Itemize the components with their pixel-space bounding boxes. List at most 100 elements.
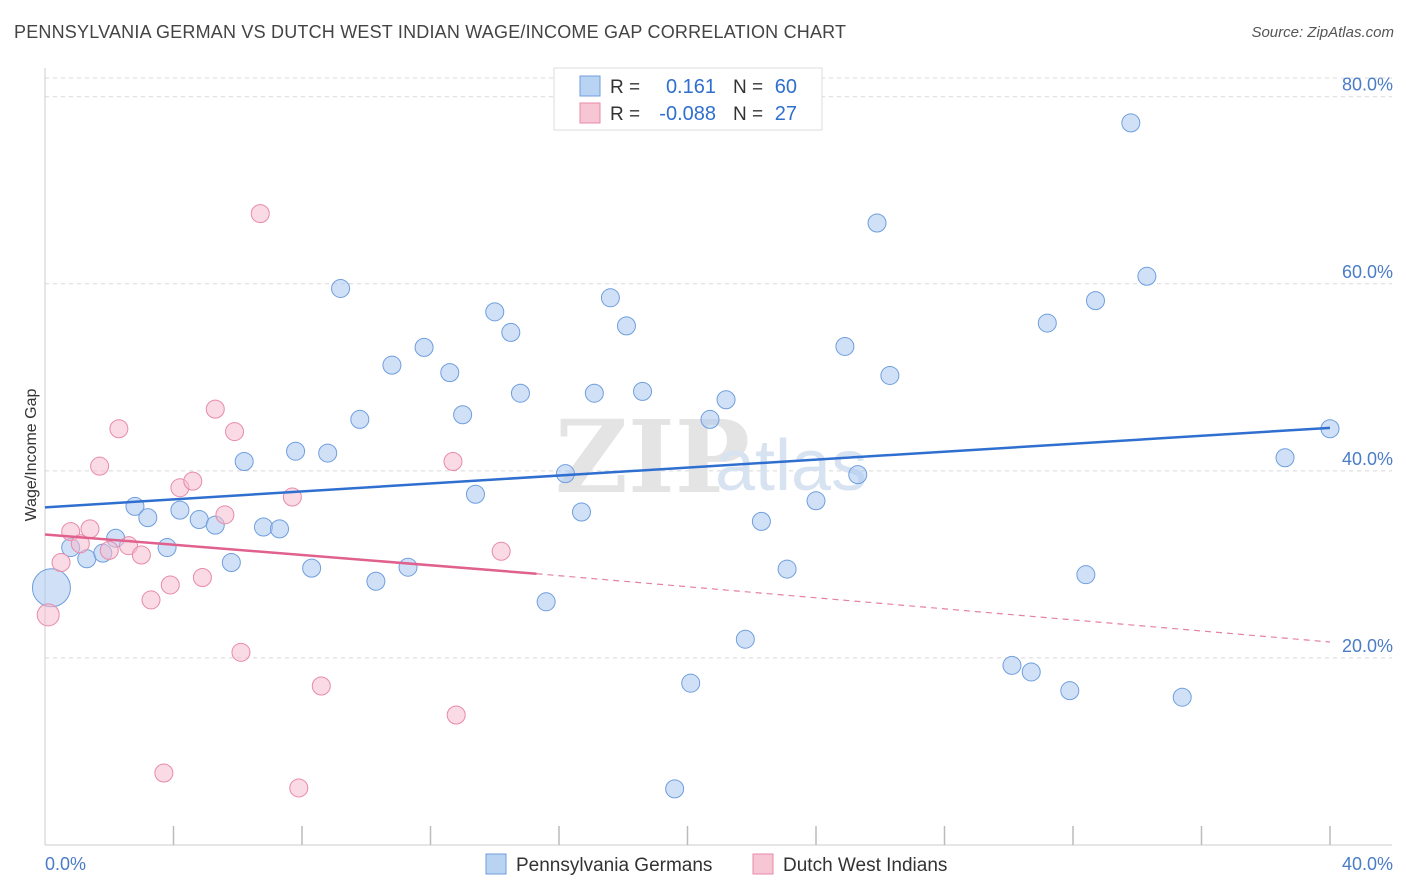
pennsylvania-german-point [880, 365, 900, 385]
pennsylvania-german-point [1172, 687, 1192, 707]
pennsylvania-german-point [510, 383, 530, 403]
pennsylvania-german-point [1137, 266, 1157, 286]
data-points [31, 113, 1340, 799]
pennsylvania-german-point [848, 465, 868, 485]
pennsylvania-german-point [633, 381, 653, 401]
pennsylvania-german-point [253, 517, 273, 537]
pennsylvania-german-point [751, 511, 771, 531]
legend-bottom-swatch-blue [485, 853, 507, 875]
dutch-west-indian-point [250, 204, 270, 224]
legend-bottom-label-2: Dutch West Indians [783, 855, 947, 876]
legend-bottom-label-1: Pennsylvania Germans [516, 855, 712, 876]
dutch-west-indian-point [443, 452, 463, 471]
pennsylvania-german-point [536, 592, 556, 612]
pennsylvania-german-point [1037, 313, 1057, 333]
y-tick-labels: 20.0% 40.0% 60.0% 80.0% [1342, 75, 1393, 656]
pennsylvania-german-point [465, 484, 485, 504]
pennsylvania-german-point [414, 337, 434, 357]
dutch-west-indian-point [51, 553, 71, 573]
pennsylvania-german-point [440, 363, 460, 383]
pennsylvania-german-point [1021, 662, 1041, 682]
x-tick-label-min: 0.0% [45, 854, 86, 874]
y-tick-label: 40.0% [1342, 449, 1393, 469]
pennsylvania-german-point [835, 336, 855, 356]
legend-n-label-1: N = [733, 77, 763, 98]
dutch-west-indian-point [311, 676, 331, 696]
pennsylvania-german-point [170, 500, 190, 520]
pennsylvania-german-point [584, 383, 604, 403]
dutch-west-indian-point [183, 471, 203, 491]
y-tick-label: 80.0% [1342, 75, 1393, 95]
y-tick-label: 20.0% [1342, 636, 1393, 656]
pennsylvania-german-point [398, 557, 418, 577]
legend-swatch-pink [579, 102, 601, 124]
dutch-west-indian-point [231, 642, 251, 662]
trend-line-dutch-west-indians [44, 533, 537, 575]
grid-lines [45, 77, 1392, 659]
legend-bottom-swatch-pink [752, 853, 774, 875]
dutch-west-indian-point [154, 763, 174, 783]
pennsylvania-german-point [571, 502, 591, 522]
pennsylvania-german-point [138, 508, 158, 528]
pennsylvania-german-point [1121, 113, 1141, 133]
legend-r-label-1: R = [610, 77, 640, 98]
trend-lines [44, 426, 1331, 643]
pennsylvania-german-point [350, 409, 370, 429]
dutch-west-indian-point [446, 705, 466, 725]
legend-n-value-1: 60 [775, 76, 797, 98]
legend-bottom: Pennsylvania Germans Dutch West Indians [485, 853, 947, 876]
pennsylvania-german-point [1085, 291, 1105, 311]
dutch-west-indian-point [215, 505, 235, 525]
legend-n-label-2: N = [733, 104, 763, 125]
pennsylvania-german-point [366, 571, 386, 591]
dutch-west-indian-point [99, 540, 119, 560]
pennsylvania-german-point [665, 779, 685, 799]
pennsylvania-german-point [31, 568, 71, 608]
dutch-west-indian-point [192, 567, 212, 587]
dutch-west-indian-point [205, 399, 225, 419]
pennsylvania-german-point [485, 302, 505, 322]
pennsylvania-german-point [270, 519, 290, 539]
dutch-west-indian-point [160, 575, 180, 595]
dutch-west-indian-point [289, 778, 309, 798]
pennsylvania-german-point [1076, 565, 1096, 585]
legend-r-value-2: -0.088 [659, 103, 716, 125]
pennsylvania-german-point [600, 288, 620, 308]
pennsylvania-german-point [1002, 655, 1022, 675]
dutch-west-indian-point [80, 519, 100, 539]
dutch-west-indian-point [36, 603, 60, 627]
chart-source: Source: ZipAtlas.com [1251, 24, 1394, 41]
legend-r-value-1: 0.161 [666, 76, 716, 98]
axes [44, 68, 1392, 846]
dutch-west-indian-point [141, 590, 161, 610]
pennsylvania-german-point [735, 629, 755, 649]
pennsylvania-german-point [501, 322, 521, 342]
trend-line-dutch-west-indians-extension [536, 573, 1331, 643]
watermark-atlas: atlas [715, 426, 867, 506]
pennsylvania-german-point [453, 405, 473, 425]
pennsylvania-german-point [1275, 448, 1295, 468]
pennsylvania-german-point [302, 558, 322, 578]
pennsylvania-german-point [806, 491, 826, 511]
pennsylvania-german-point [1060, 681, 1080, 701]
pennsylvania-german-point [286, 441, 306, 461]
pennsylvania-german-point [221, 553, 241, 573]
y-tick-label: 60.0% [1342, 262, 1393, 282]
dutch-west-indian-point [109, 419, 129, 439]
dutch-west-indian-point [70, 534, 90, 554]
dutch-west-indian-point [131, 545, 151, 565]
pennsylvania-german-point [189, 509, 209, 529]
pennsylvania-german-point [318, 443, 338, 463]
trend-line-pennsylvania-germans [44, 426, 1331, 509]
chart-title: PENNSYLVANIA GERMAN VS DUTCH WEST INDIAN… [14, 22, 847, 42]
pennsylvania-german-point [681, 673, 701, 693]
dutch-west-indian-point [90, 456, 110, 476]
pennsylvania-german-point [777, 559, 797, 579]
pennsylvania-german-point [716, 390, 736, 410]
pennsylvania-german-point [331, 278, 351, 298]
pennsylvania-german-point [616, 316, 636, 336]
x-tick-label-max: 40.0% [1342, 854, 1393, 874]
pennsylvania-german-point [382, 355, 402, 375]
y-axis-label: Wage/Income Gap [23, 389, 40, 522]
